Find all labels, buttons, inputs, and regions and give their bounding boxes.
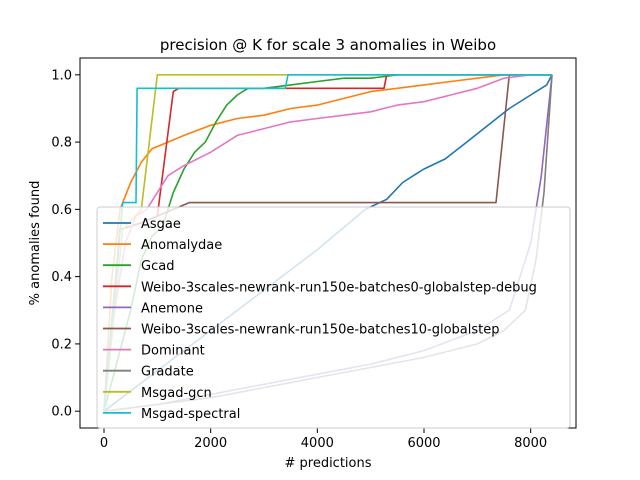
legend-entry-label: Weibo-3scales-newrank-run150e-batches0-g… [141,280,537,295]
legend-entry-label: Msgad-gcn [141,386,212,401]
legend-entry-label: Weibo-3scales-newrank-run150e-batches10-… [141,323,500,338]
legend: Asgae Anomalydae Gcad Weibo-3scales-newrank… [96,206,571,429]
legend-entry-label: Anemone [141,301,203,316]
y-tick-label: 0.6 [51,203,72,218]
legend-entry-label: Gcad [141,259,174,274]
chart-title: precision @ K for scale 3 anomalies in W… [160,36,496,54]
series-line-10 [103,74,552,412]
y-ticks-group: 0.0 0.2 0.4 0.6 0.8 1.0 [51,68,80,420]
legend-entry-label: Dominant [141,344,205,359]
legend-entry-label: Anomalydae [141,238,222,253]
legend-entry-label: Msgad-spectral [141,407,240,422]
y-tick-label: 1.0 [51,68,72,83]
x-ticks-group: 0 2000 4000 6000 8000 [100,428,547,451]
x-tick-label: 6000 [407,436,440,451]
y-axis-label: % anomalies found [28,181,43,306]
legend-entry-label: Asgae [141,217,181,232]
legend-box [96,206,571,429]
x-axis-label: # predictions [284,456,371,471]
x-tick-label: 2000 [194,436,227,451]
y-tick-label: 0.4 [51,270,72,285]
y-tick-label: 0.2 [51,337,72,352]
x-tick-label: 0 [100,436,108,451]
x-tick-label: 8000 [514,436,547,451]
y-tick-label: 0.0 [51,405,72,420]
x-tick-label: 4000 [301,436,334,451]
y-tick-label: 0.8 [51,136,72,151]
legend-entry-label: Gradate [141,365,194,380]
